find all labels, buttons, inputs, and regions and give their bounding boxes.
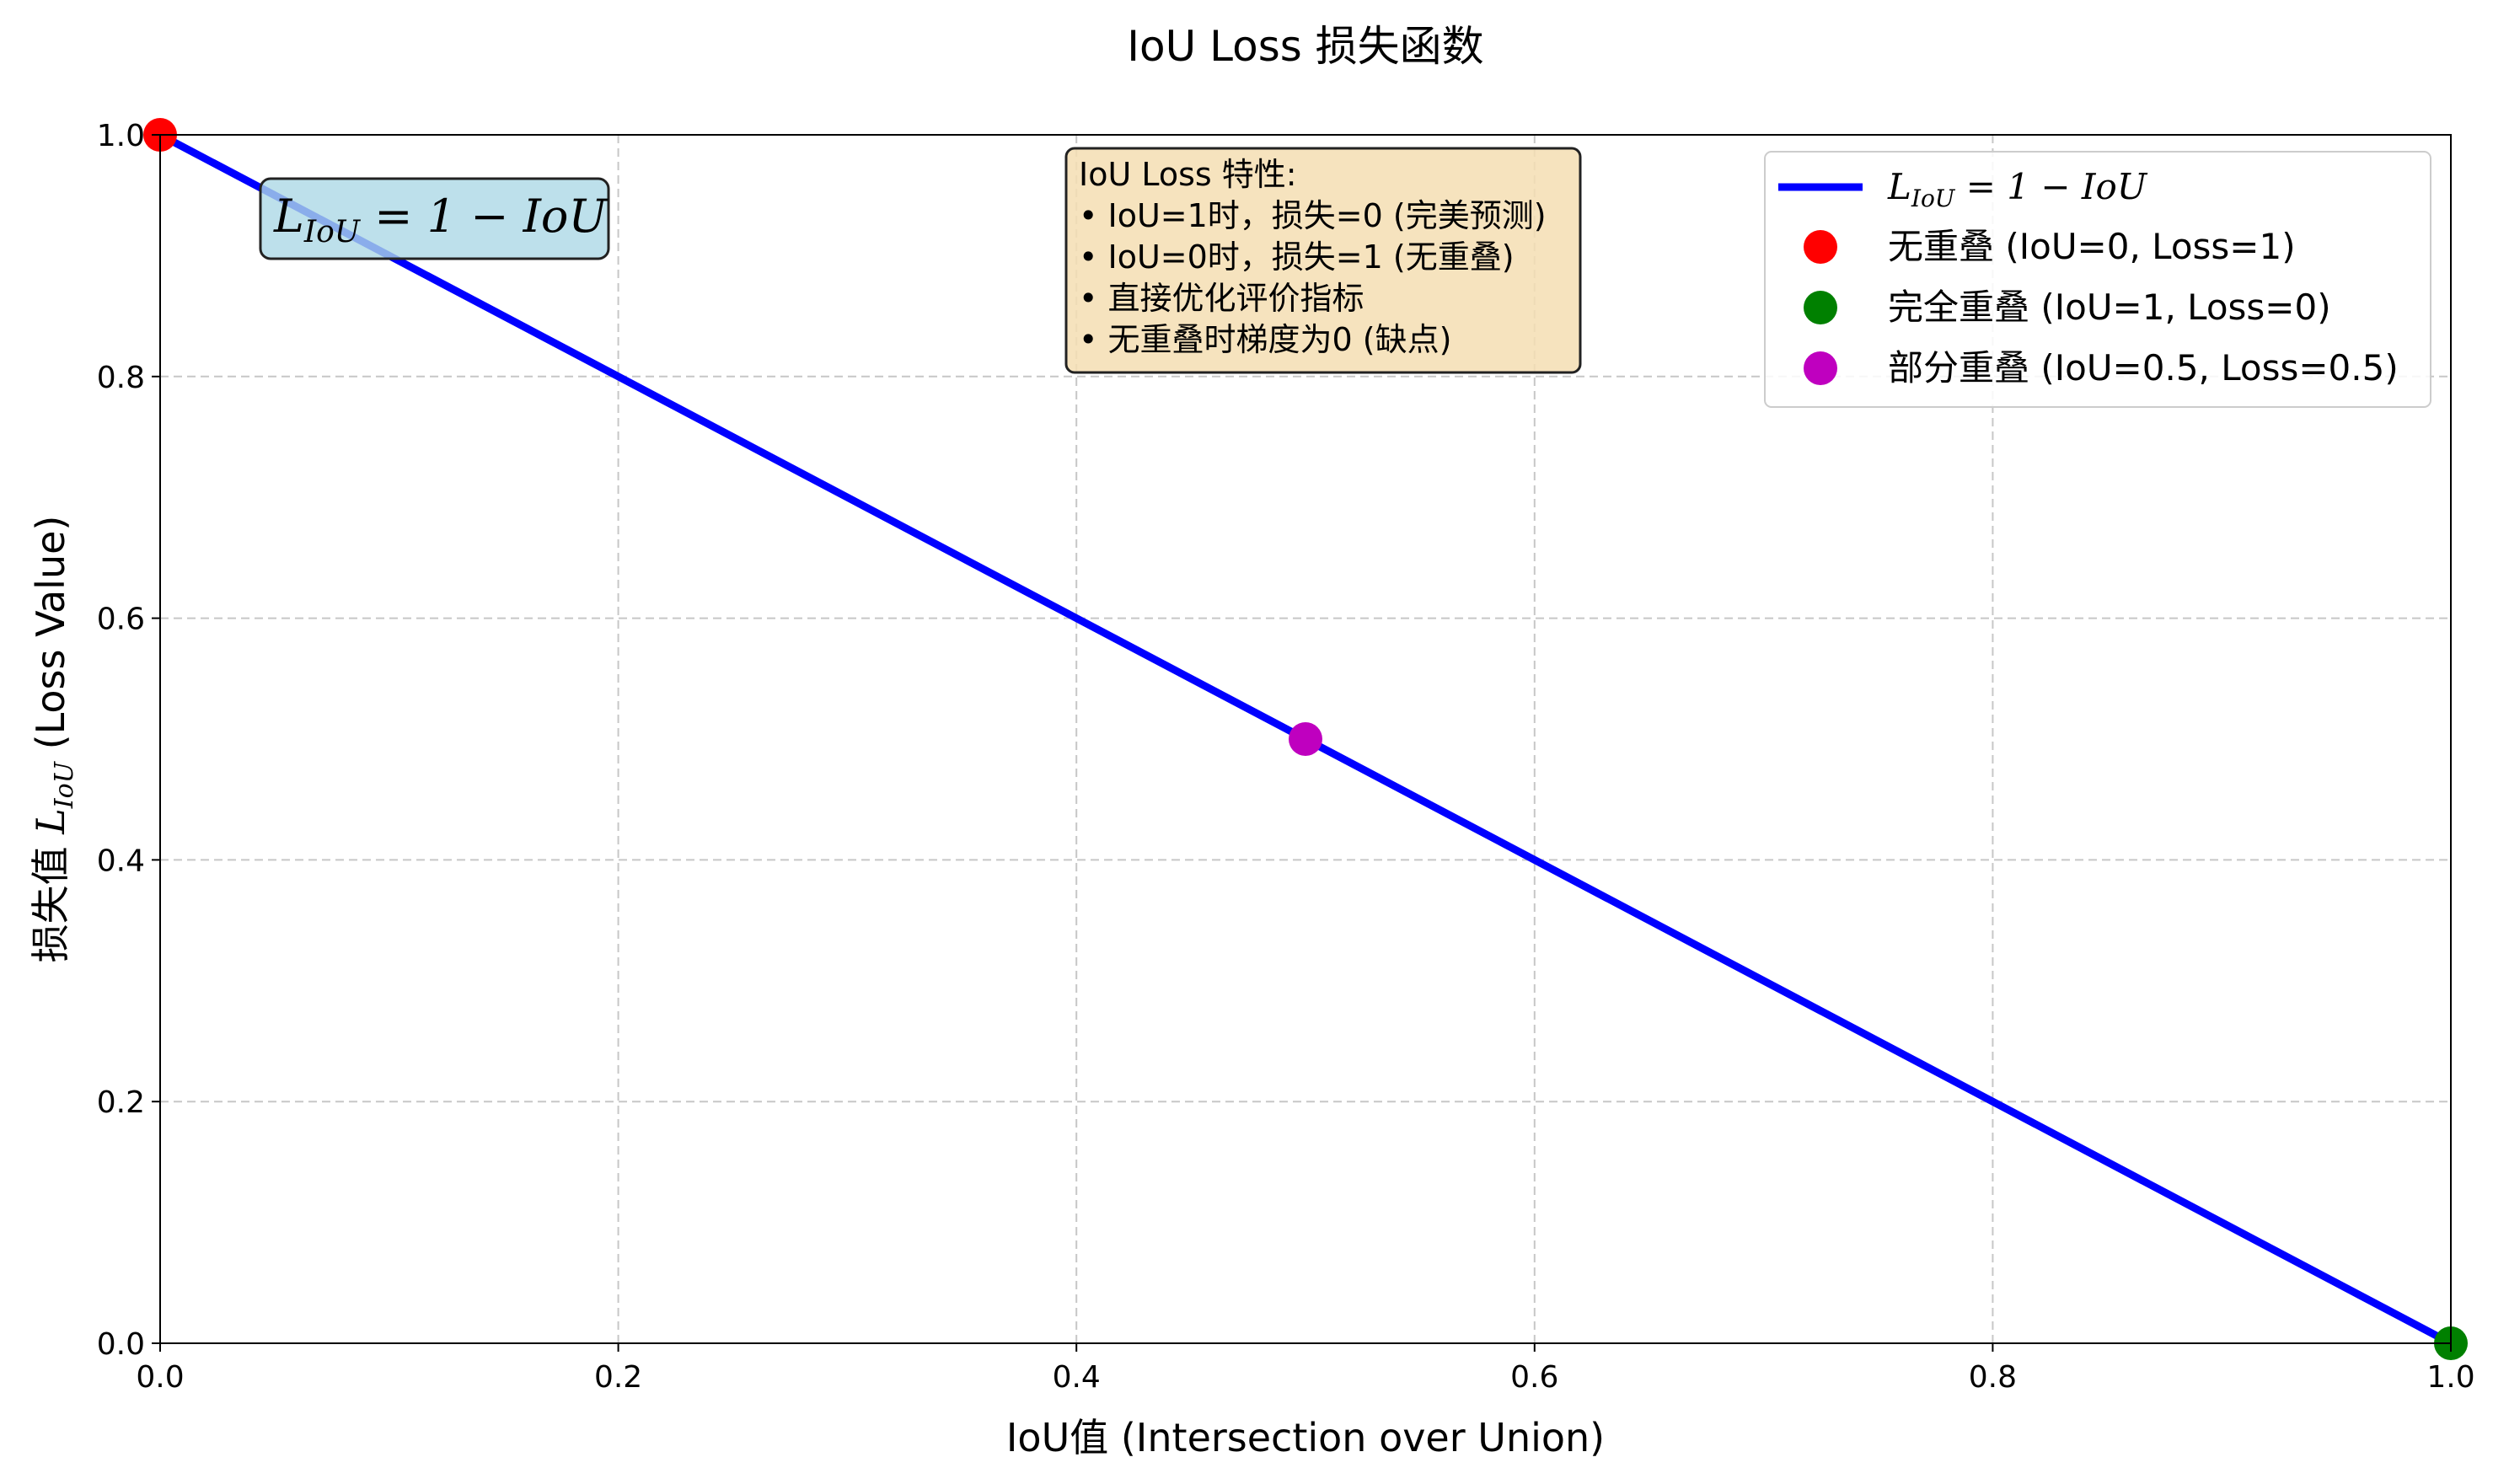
svg-text:IoU Loss 特性: • IoU=1时，损失: IoU Loss 特性: • IoU=1时，损失=0 (完美预测) • IoU=… — [1079, 156, 1557, 358]
axis-ticks: 0.0 0.2 0.4 0.6 0.8 1.0 0.0 0.2 0.4 0.6 0.8 1.0 — [97, 119, 2475, 1395]
notes-line: • 直接优化评价指标 — [1079, 280, 1364, 317]
y-tick-label: 0.8 — [97, 361, 145, 395]
notes-line: IoU Loss 特性: — [1079, 156, 1297, 193]
notes-line: • 无重叠时梯度为0 (缺点) — [1079, 321, 1451, 358]
highlight-point — [1289, 722, 1322, 756]
legend-frame — [1764, 151, 2431, 408]
notes-line: • IoU=0时，损失=1 (无重叠) — [1079, 238, 1515, 276]
formula-box: LIoU = 1 − IoU — [259, 177, 610, 260]
x-tick-label: 1.0 — [2426, 1360, 2474, 1395]
legend-label-no-overlap: 无重叠 (IoU=0, Loss=1) — [1888, 226, 2296, 267]
y-tick-label: 0.4 — [97, 844, 145, 878]
x-tick-label: 0.2 — [594, 1360, 642, 1395]
legend-marker-magenta — [1804, 351, 1837, 385]
y-tick-label: 0.6 — [97, 603, 145, 637]
legend: LIoU = 1 − IoU 无重叠 (IoU=0, Loss=1) 完全重叠 … — [1764, 151, 2431, 408]
legend-label-partial-overlap: 部分重叠 (IoU=0.5, Loss=0.5) — [1888, 347, 2399, 388]
x-tick-label: 0.0 — [136, 1360, 184, 1395]
y-tick-label: 0.0 — [97, 1327, 145, 1362]
y-tick-label: 1.0 — [97, 119, 145, 153]
formula-text: LIoU = 1 − IoU — [273, 190, 608, 249]
y-tick-label: 0.2 — [97, 1085, 145, 1120]
x-tick-label: 0.8 — [1969, 1360, 2017, 1395]
legend-label-line: LIoU = 1 − IoU — [1887, 166, 2148, 212]
chart-title: IoU Loss 损失函数 — [1127, 22, 1483, 71]
plot-frame — [159, 134, 2452, 1344]
notes-box: IoU Loss 特性: • IoU=1时，损失=0 (完美预测) • IoU=… — [1064, 147, 1582, 374]
notes-line: • IoU=1时，损失=0 (完美预测) — [1079, 197, 1547, 234]
formula-box-background — [259, 177, 610, 260]
legend-marker-green — [1804, 291, 1837, 324]
x-tick-label: 0.6 — [1510, 1360, 1558, 1395]
legend-label-full-overlap: 完全重叠 (IoU=1, Loss=0) — [1888, 287, 2331, 328]
notes-box-background — [1064, 147, 1582, 374]
x-axis-label: IoU值 (Intersection over Union) — [1006, 1415, 1605, 1460]
x-tick-label: 0.4 — [1053, 1360, 1101, 1395]
legend-marker-red — [1804, 230, 1837, 264]
y-axis-label: 损失值 LIoU (Loss Value) — [28, 516, 79, 963]
